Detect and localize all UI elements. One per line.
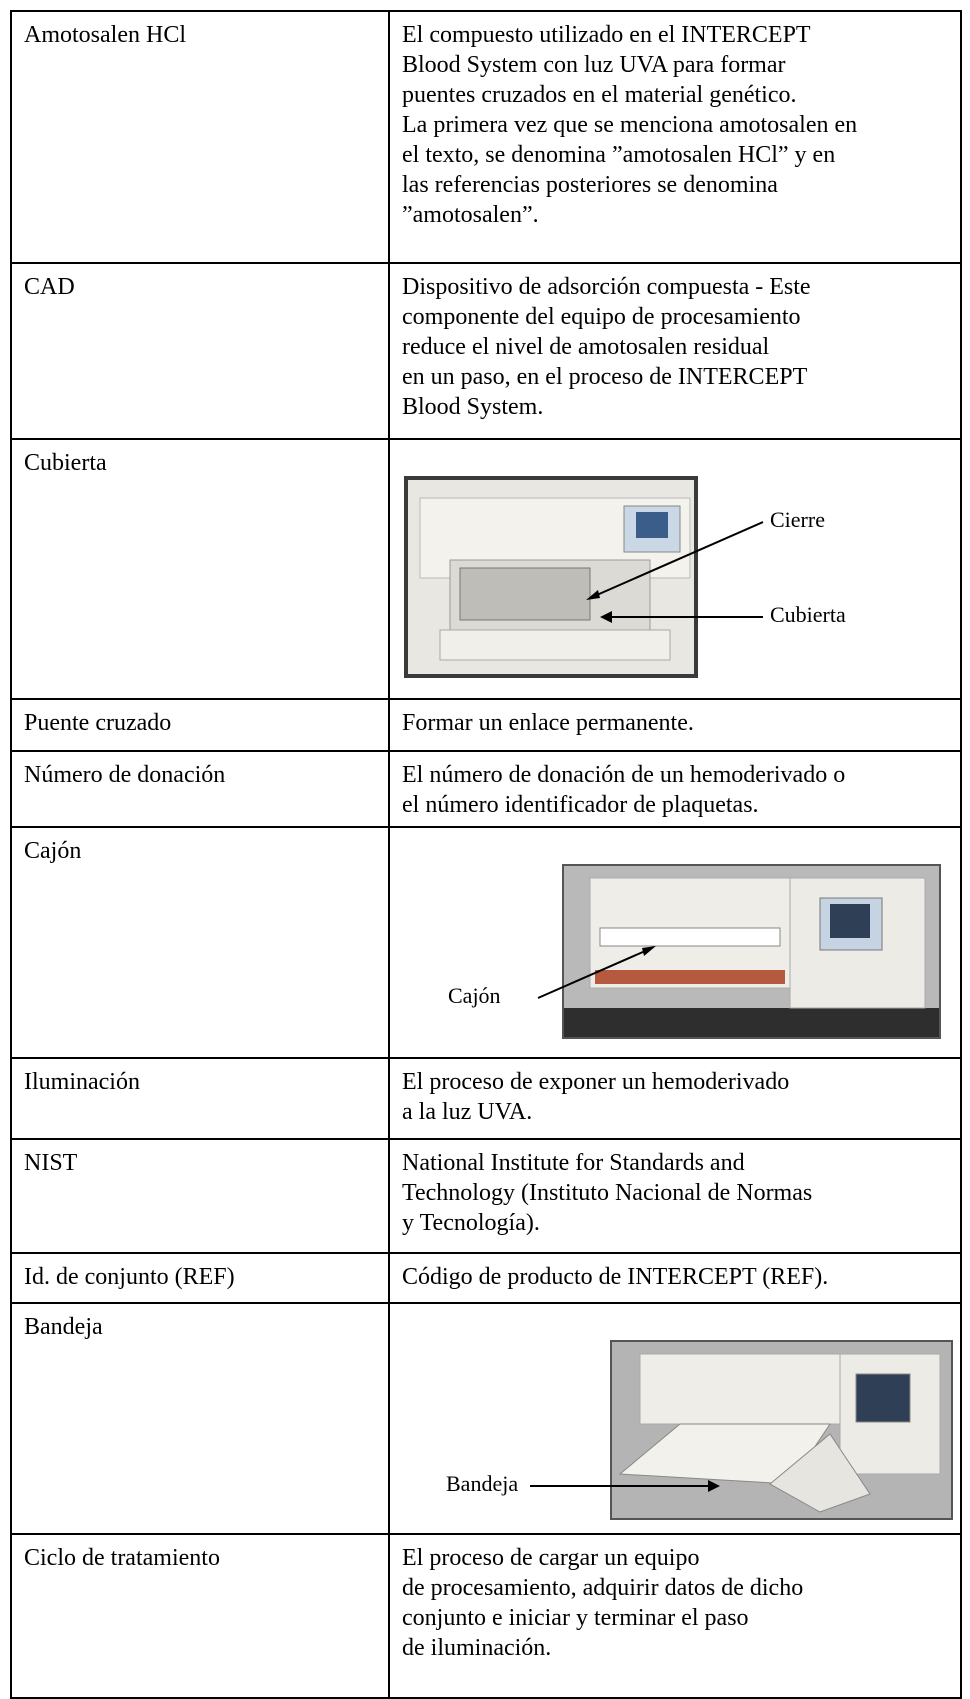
row: Amotosalen HCl El compuesto utilizado en … xyxy=(10,10,962,264)
device-photo: Cajón xyxy=(448,864,941,1039)
definition: National Institute for Standards and Tec… xyxy=(388,1138,962,1254)
term: Iluminación xyxy=(10,1057,390,1140)
row: Iluminación El proceso de exponer un hemo… xyxy=(10,1057,962,1140)
page: Amotosalen HCl El compuesto utilizado en … xyxy=(10,10,962,1699)
definition: El proceso de cargar un equipo de proces… xyxy=(388,1533,962,1699)
term: Id. de conjunto (REF) xyxy=(10,1252,390,1304)
row: Cajón Cajón xyxy=(10,826,962,1059)
definition: El número de donación de un hemoderivado… xyxy=(388,750,962,828)
image-label: Cubierta xyxy=(770,602,846,627)
row: Bandeja Bandeja xyxy=(10,1302,962,1535)
definition: Dispositivo de adsorción compuesta - Est… xyxy=(388,262,962,440)
row: Id. de conjunto (REF) Código de producto … xyxy=(10,1252,962,1304)
term: Bandeja xyxy=(10,1302,390,1535)
glossary-table: Amotosalen HCl El compuesto utilizado en … xyxy=(10,10,962,1699)
term: Cajón xyxy=(10,826,390,1059)
term: Ciclo de tratamiento xyxy=(10,1533,390,1699)
image-cell: Bandeja xyxy=(388,1302,962,1535)
device-photo: Bandeja xyxy=(446,1340,953,1520)
term: Cubierta xyxy=(10,438,390,700)
image-cell: Cierre Cubierta xyxy=(388,438,962,700)
image-label: Cierre xyxy=(770,507,825,532)
row: Cubierta Cierre Cubierta xyxy=(10,438,962,700)
image-label: Cajón xyxy=(448,983,501,1008)
device-photo: Cierre Cubierta xyxy=(404,476,846,678)
term: NIST xyxy=(10,1138,390,1254)
definition: El compuesto utilizado en el INTERCEPT B… xyxy=(388,10,962,264)
definition: Formar un enlace permanente. xyxy=(388,698,962,752)
row: NIST National Institute for Standards and… xyxy=(10,1138,962,1254)
definition: Código de producto de INTERCEPT (REF). xyxy=(388,1252,962,1304)
term: Número de donación xyxy=(10,750,390,828)
row: Número de donación El número de donación … xyxy=(10,750,962,828)
image-cell: Cajón xyxy=(388,826,962,1059)
term: Amotosalen HCl xyxy=(10,10,390,264)
image-label: Bandeja xyxy=(446,1471,518,1496)
row: CAD Dispositivo de adsorción compuesta - … xyxy=(10,262,962,440)
row: Ciclo de tratamiento El proceso de cargar… xyxy=(10,1533,962,1699)
definition: El proceso de exponer un hemoderivado a … xyxy=(388,1057,962,1140)
row: Puente cruzado Formar un enlace permanent… xyxy=(10,698,962,752)
term: CAD xyxy=(10,262,390,440)
term: Puente cruzado xyxy=(10,698,390,752)
